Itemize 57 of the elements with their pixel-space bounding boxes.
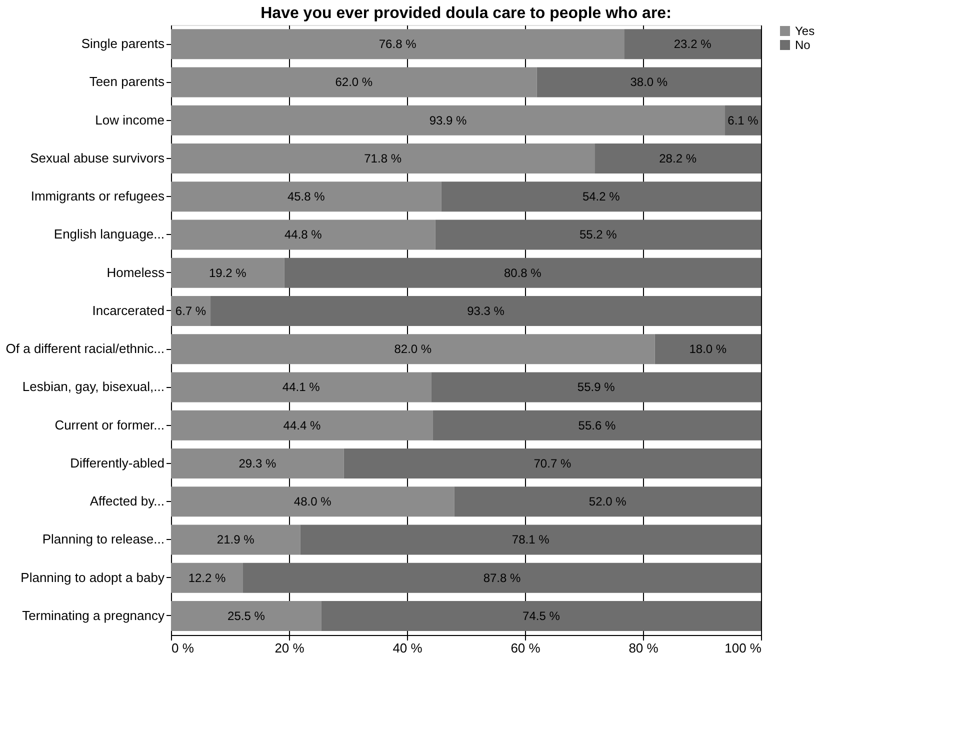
data-label: 6.7 % <box>175 304 206 318</box>
y-tick-label: Terminating a pregnancy <box>22 608 165 623</box>
data-label: 55.2 % <box>579 228 618 242</box>
data-label: 45.8 % <box>287 190 326 204</box>
data-label: 93.3 % <box>467 304 505 318</box>
y-tick-label: Of a different racial/ethnic... <box>6 341 164 356</box>
data-label: 76.8 % <box>378 37 417 52</box>
y-tick-label: Current or former... <box>54 417 164 432</box>
data-label: 44.4 % <box>283 418 321 432</box>
data-label: 78.1 % <box>512 532 550 547</box>
data-label: 71.8 % <box>364 151 402 166</box>
data-label: 52.0 % <box>588 494 627 509</box>
x-tick-label: 60 % <box>510 640 541 656</box>
data-label: 55.9 % <box>577 380 616 394</box>
data-label: 55.6 % <box>578 418 616 432</box>
data-label: 87.8 % <box>483 570 521 585</box>
x-tick-label: 40 % <box>392 640 423 656</box>
x-tick-label: 80 % <box>628 640 659 656</box>
data-label: 82.0 % <box>394 342 432 356</box>
y-tick-label: Affected by... <box>90 494 164 509</box>
data-label: 28.2 % <box>659 151 697 166</box>
legend-label: Yes <box>795 24 815 38</box>
data-label: 48.0 % <box>294 494 332 509</box>
data-label: 54.2 % <box>582 190 620 204</box>
y-tick-label: Incarcerated <box>92 302 164 318</box>
y-tick-label: Planning to adopt a baby <box>20 570 165 585</box>
data-label: 44.8 % <box>284 228 322 242</box>
y-tick-label: Homeless <box>106 264 165 280</box>
y-tick-label: Low income <box>95 112 164 128</box>
y-tick-label: Single parents <box>81 36 165 52</box>
data-label: 29.3 % <box>238 456 276 470</box>
data-label: 38.0 % <box>630 75 668 90</box>
data-label: 44.1 % <box>282 380 320 394</box>
data-label: 80.8 % <box>504 266 542 280</box>
data-label: 6.1 % <box>728 113 759 128</box>
y-tick-label: Sexual abuse survivors <box>30 150 165 166</box>
data-label: 62.0 % <box>335 75 373 90</box>
y-tick-label: English language... <box>54 226 164 242</box>
data-label: 23.2 % <box>674 37 712 52</box>
data-label: 21.9 % <box>216 532 255 547</box>
data-label: 74.5 % <box>522 608 560 623</box>
y-tick-label: Lesbian, gay, bisexual,... <box>22 379 164 394</box>
x-tick-label: 100 % <box>724 640 762 656</box>
chart-title: Have you ever provided doula care to people who are: <box>260 5 672 22</box>
x-tick-label: 0 % <box>172 640 194 656</box>
y-tick-label: Teen parents <box>89 74 165 90</box>
data-label: 93.9 % <box>429 113 468 128</box>
data-label: 18.0 % <box>689 342 727 356</box>
y-tick-label: Planning to release... <box>42 532 164 547</box>
y-tick-label: Differently-abled <box>70 455 164 470</box>
data-label: 12.2 % <box>188 570 226 585</box>
data-label: 70.7 % <box>534 456 572 470</box>
x-tick-label: 20 % <box>274 640 305 656</box>
legend-label: No <box>795 38 811 52</box>
y-tick-label: Immigrants or refugees <box>30 188 165 204</box>
data-label: 25.5 % <box>228 608 266 623</box>
data-label: 19.2 % <box>208 266 247 280</box>
